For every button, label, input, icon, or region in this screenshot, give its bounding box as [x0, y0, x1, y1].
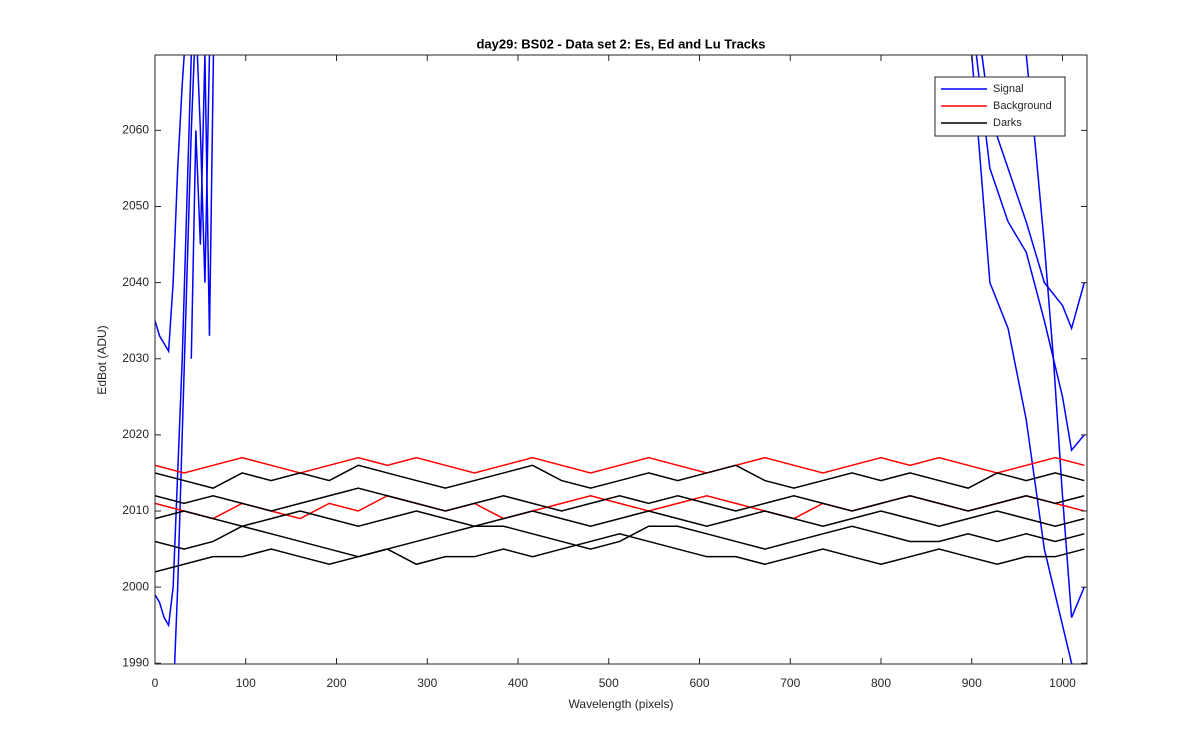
plot-area — [155, 55, 1087, 664]
series-line — [155, 456, 1085, 474]
y-tick-label: 2030 — [122, 351, 149, 365]
y-axis-label: EdBot (ADU) — [95, 325, 109, 394]
x-axis-label: Wavelength (pixels) — [569, 697, 674, 711]
x-tick-label: 800 — [871, 676, 891, 690]
x-tick-label: 700 — [780, 676, 800, 690]
series-line — [155, 55, 193, 628]
series-line — [155, 525, 1085, 558]
y-tick-label: 1990 — [122, 655, 149, 669]
series-line — [190, 55, 215, 359]
series-line — [155, 487, 1085, 512]
legend-label: Background — [993, 100, 1052, 112]
y-tick-label: 2040 — [122, 275, 149, 289]
y-tick-label: 2020 — [122, 427, 149, 441]
x-tick-label: 0 — [152, 676, 159, 690]
series-line — [975, 55, 1085, 452]
y-tick-label: 2060 — [122, 123, 149, 137]
x-tick-label: 600 — [689, 676, 709, 690]
series-line — [155, 55, 185, 354]
lines — [155, 55, 1086, 664]
series-line — [155, 533, 1085, 573]
chart-title: day29: BS02 - Data set 2: Es, Ed and Lu … — [476, 36, 765, 51]
series-line — [155, 464, 1085, 489]
y-tick-label: 2010 — [122, 503, 149, 517]
y-tick-label: 2000 — [122, 579, 149, 593]
series-line — [155, 510, 1085, 527]
legend-label: Darks — [993, 117, 1022, 129]
axes-box — [154, 54, 1088, 665]
x-tick-label: 900 — [962, 676, 982, 690]
legend-label: Signal — [993, 83, 1024, 95]
x-tick-label: 300 — [417, 676, 437, 690]
x-tick-label: 100 — [236, 676, 256, 690]
y-tick-label: 2050 — [122, 199, 149, 213]
x-tick-label: 500 — [599, 676, 619, 690]
x-tick-label: 400 — [508, 676, 528, 690]
x-tick-label: 200 — [326, 676, 346, 690]
x-tick-label: 1000 — [1049, 676, 1076, 690]
series-line — [1025, 55, 1085, 618]
